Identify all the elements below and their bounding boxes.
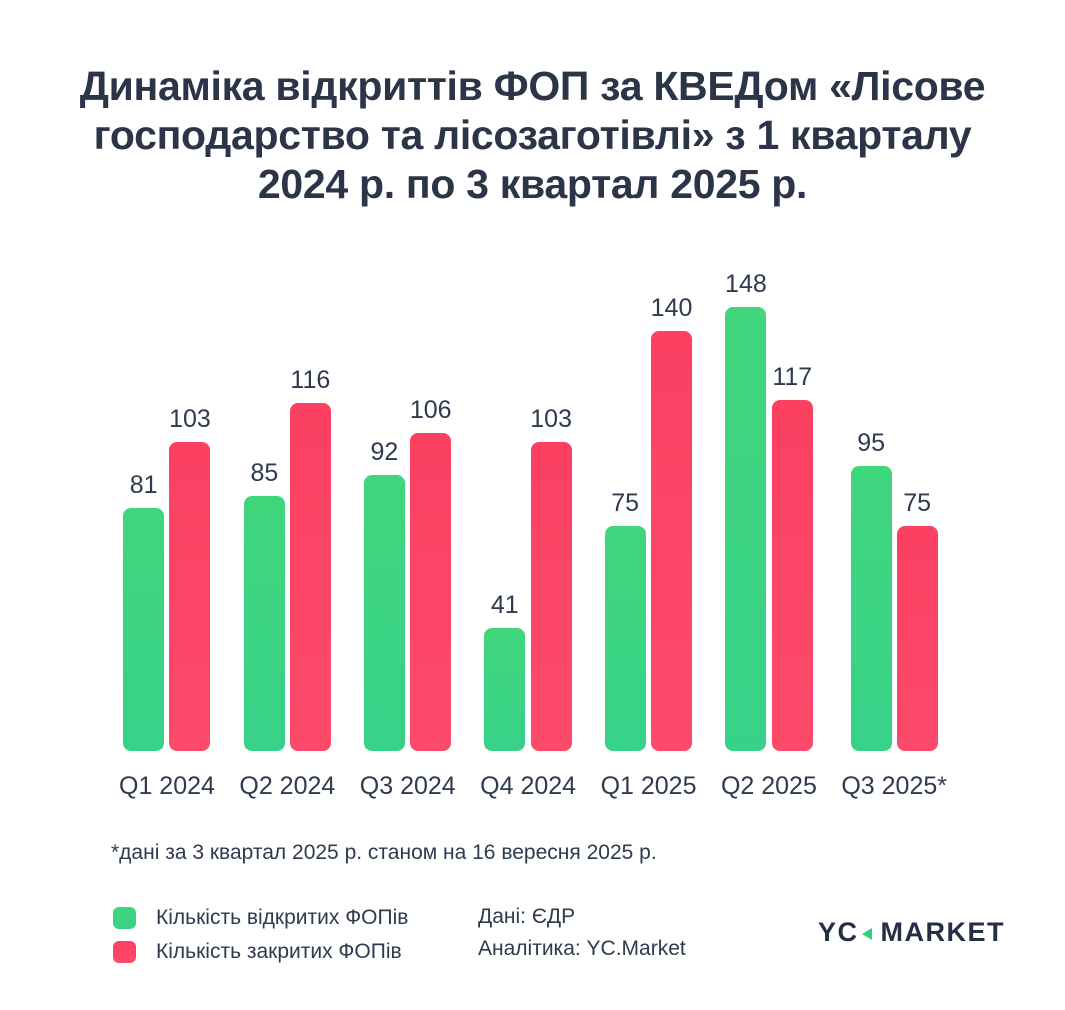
bar-value-label: 75 bbox=[903, 489, 932, 517]
bar-group: 85 116 Q2 2024 bbox=[239, 262, 335, 801]
closed-bar bbox=[771, 400, 813, 751]
logo-yc-text: YC bbox=[818, 917, 859, 947]
bar-pair: 75 140 bbox=[604, 262, 693, 751]
opened-bar bbox=[850, 466, 892, 751]
bar-value-label: 103 bbox=[530, 405, 572, 433]
legend-swatch-closed-icon bbox=[113, 941, 136, 963]
bar-value-label: 81 bbox=[129, 471, 158, 499]
bar-column: 116 bbox=[289, 366, 331, 751]
bar-value-label: 148 bbox=[725, 270, 767, 298]
logo-triangle-icon bbox=[861, 928, 872, 940]
closed-bar bbox=[410, 433, 452, 751]
opened-bar bbox=[725, 307, 767, 751]
bar-column: 103 bbox=[530, 405, 572, 751]
bar-column: 148 bbox=[725, 270, 767, 751]
x-axis-label: Q1 2024 bbox=[119, 772, 215, 800]
x-axis-label: Q4 2024 bbox=[480, 772, 577, 800]
bar-pair: 95 75 bbox=[850, 262, 938, 751]
legend-swatch-opened-icon bbox=[113, 907, 136, 929]
bar-pair: 41 103 bbox=[484, 262, 572, 751]
opened-bar bbox=[484, 628, 526, 751]
opened-bar bbox=[123, 508, 165, 751]
legend-item-opened: Кількість відкритих ФОПів bbox=[113, 906, 408, 930]
bar-value-label: 95 bbox=[857, 429, 886, 457]
bar-column: 92 bbox=[363, 438, 405, 751]
yc-market-logo: YC MARKET bbox=[818, 917, 1005, 948]
footnote: *дані за 3 квартал 2025 р. станом на 16 … bbox=[111, 841, 657, 864]
page-title-line-1: Динаміка відкриттів ФОП за КВЕДом «Лісов… bbox=[79, 63, 986, 109]
bar-value-label: 41 bbox=[490, 591, 519, 619]
closed-bar bbox=[896, 526, 938, 751]
x-axis-label: Q3 2024 bbox=[359, 772, 456, 800]
closed-bar bbox=[530, 442, 572, 751]
bar-group: 41 103 Q4 2024 bbox=[480, 262, 576, 801]
legend-item-closed: Кількість закритих ФОПів bbox=[113, 940, 408, 964]
bar-column: 117 bbox=[771, 363, 813, 751]
closed-bar bbox=[651, 331, 693, 751]
bar-column: 95 bbox=[850, 429, 892, 751]
bar-column: 41 bbox=[484, 591, 526, 751]
analytics-credit-text: Аналітика: YC.Market bbox=[478, 937, 686, 960]
x-axis-label: Q2 2025 bbox=[720, 772, 817, 800]
bar-column: 103 bbox=[169, 405, 211, 751]
bar-pair: 92 106 bbox=[363, 262, 452, 751]
bar-column: 106 bbox=[410, 396, 452, 751]
bar-column: 75 bbox=[604, 489, 646, 751]
page-title-line-3: 2024 р. по 3 квартал 2025 р. bbox=[257, 161, 808, 207]
bar-value-label: 85 bbox=[250, 459, 279, 487]
bar-pair: 85 116 bbox=[243, 262, 331, 751]
bar-group: 148 117 Q2 2025 bbox=[721, 262, 817, 801]
bar-value-label: 103 bbox=[169, 405, 211, 433]
bar-group: 92 106 Q3 2024 bbox=[360, 262, 456, 801]
legend-label-opened: Кількість відкритих ФОПів bbox=[156, 906, 409, 929]
legend: Кількість відкритих ФОПів Кількість закр… bbox=[113, 906, 408, 964]
bar-value-label: 106 bbox=[409, 396, 452, 424]
bar-column: 81 bbox=[123, 471, 165, 751]
opened-bar bbox=[243, 496, 285, 751]
x-axis-label: Q2 2024 bbox=[239, 772, 336, 800]
bar-value-label: 117 bbox=[772, 363, 813, 391]
bar-value-label: 92 bbox=[370, 438, 399, 466]
credits: Дані: ЄДР Аналітика: YC.Market bbox=[478, 901, 686, 965]
page-title-line-2: господарство та лісозаготівлі» з 1 кварт… bbox=[93, 112, 972, 158]
bar-pair: 81 103 bbox=[123, 262, 211, 751]
bar-column: 85 bbox=[243, 459, 285, 751]
bar-column: 75 bbox=[896, 489, 938, 751]
legend-label-closed: Кількість закритих ФОПів bbox=[156, 940, 402, 963]
bar-group: 81 103 Q1 2024 bbox=[119, 262, 215, 801]
bar-value-label: 75 bbox=[611, 489, 640, 517]
data-source-text: Дані: ЄДР bbox=[478, 905, 576, 928]
opened-bar bbox=[363, 475, 405, 751]
bar-group: 95 75 Q3 2025* bbox=[841, 262, 947, 801]
closed-bar bbox=[169, 442, 211, 751]
x-axis-label: Q1 2025 bbox=[600, 772, 697, 800]
bar-value-label: 116 bbox=[290, 366, 331, 394]
logo-market-text: MARKET bbox=[880, 917, 1006, 947]
chart: 81 103 Q1 2024 85 116 Q2 2024 92 106 Q3 2024 41 10… bbox=[119, 262, 947, 801]
x-axis-label: Q3 2025* bbox=[841, 772, 947, 800]
bar-value-label: 140 bbox=[650, 294, 693, 322]
page-title: Динаміка відкриттів ФОП за КВЕДом «Лісов… bbox=[33, 62, 1033, 209]
bar-group: 75 140 Q1 2025 bbox=[601, 262, 697, 801]
closed-bar bbox=[289, 403, 331, 751]
opened-bar bbox=[604, 526, 646, 751]
bar-column: 140 bbox=[650, 294, 693, 751]
bar-pair: 148 117 bbox=[725, 262, 813, 751]
